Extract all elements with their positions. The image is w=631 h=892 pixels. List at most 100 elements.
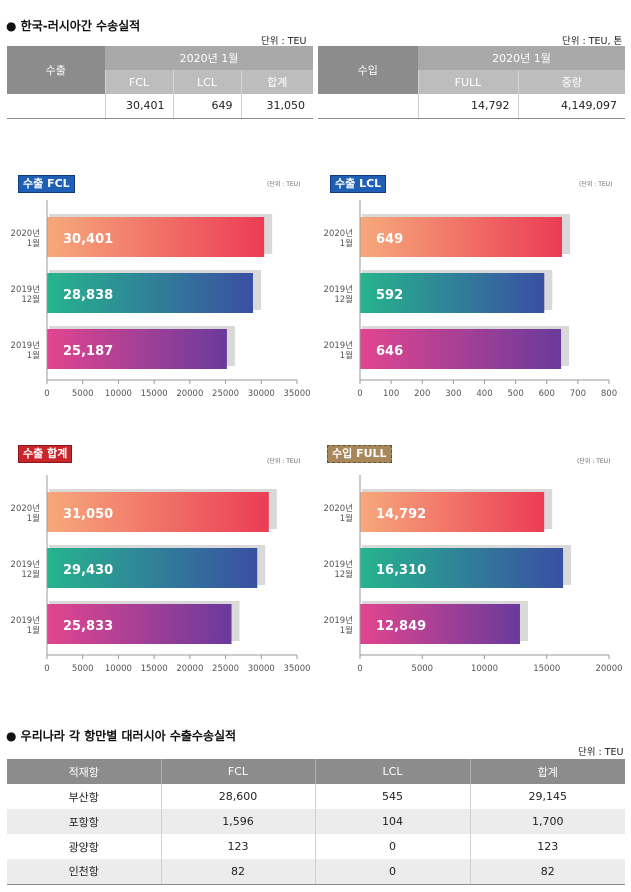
table-row: 부산항 28,600 545 29,145 <box>7 784 625 809</box>
import-summary-table: 수입 2020년 1월 FULL 중량 14,792 4,149,097 <box>318 46 626 119</box>
bar <box>360 217 563 257</box>
import-period: 2020년 1월 <box>418 46 626 70</box>
bar <box>360 548 564 588</box>
port-fcl: 28,600 <box>160 784 315 809</box>
x-tick-label: 100 <box>383 389 399 399</box>
category-label: 2019년 <box>11 615 40 626</box>
x-tick-label: 25000 <box>212 389 239 399</box>
import-empty-cell <box>318 94 418 119</box>
x-tick-label: 0 <box>357 389 362 399</box>
bar-value-label: 31,050 <box>63 507 113 522</box>
x-tick-label: 10000 <box>105 664 132 674</box>
port-name: 포항항 <box>7 809 161 834</box>
category-label: 2020년 <box>324 228 353 239</box>
x-tick-label: 5000 <box>72 664 94 674</box>
export-period: 2020년 1월 <box>105 46 313 70</box>
bar <box>360 329 562 369</box>
port-fcl: 123 <box>160 834 315 859</box>
chart-unit-export-lcl: (단위 : TEU) <box>579 181 613 188</box>
x-tick-label: 25000 <box>212 664 239 674</box>
category-label: 2019년 <box>324 284 353 295</box>
x-tick-label: 800 <box>601 389 617 399</box>
bar-value-label: 649 <box>376 232 403 247</box>
bar <box>47 329 227 369</box>
import-val-full: 14,792 <box>417 94 518 119</box>
export-summary-table: 수출 2020년 1월 FCL LCL 합계 30,401 649 31,050 <box>7 46 313 119</box>
export-col-lcl: LCL <box>172 70 241 94</box>
export-val-lcl: 649 <box>172 94 241 119</box>
port-col-header: 적재항 <box>7 759 161 784</box>
category-label: 2020년 <box>11 228 40 239</box>
category-label: 12월 <box>334 294 353 305</box>
bar-value-label: 646 <box>376 344 403 359</box>
chart-unit-export-total: (단위 : TEU) <box>267 458 301 465</box>
port-col-header: FCL <box>160 759 315 784</box>
export-side-label: 수출 <box>7 46 105 94</box>
x-tick-label: 20000 <box>176 664 203 674</box>
x-tick-label: 35000 <box>283 664 310 674</box>
category-label: 2019년 <box>324 340 353 351</box>
bar-value-label: 16,310 <box>376 563 426 578</box>
x-tick-label: 0 <box>357 664 362 674</box>
chart-import-full: 14,7922020년1월16,3102019년12월12,8492019년1월… <box>324 475 623 674</box>
port-col-header: 합계 <box>469 759 625 784</box>
port-total: 29,145 <box>469 784 625 809</box>
chart-unit-export-fcl: (단위 : TEU) <box>267 181 301 188</box>
category-label: 2019년 <box>324 615 353 626</box>
import-side-label: 수입 <box>318 46 418 94</box>
export-col-fcl: FCL <box>104 70 173 94</box>
x-tick-label: 30000 <box>248 664 275 674</box>
category-label: 1월 <box>340 350 353 361</box>
x-tick-label: 400 <box>476 389 492 399</box>
section-title-russia-transport: ● 한국-러시아간 수송실적 <box>6 19 141 33</box>
port-fcl: 1,596 <box>160 809 315 834</box>
bar-value-label: 30,401 <box>63 232 113 247</box>
bar <box>360 492 545 532</box>
port-name: 부산항 <box>7 784 161 809</box>
x-tick-label: 5000 <box>411 664 433 674</box>
bar <box>360 273 545 313</box>
export-val-fcl: 30,401 <box>104 94 173 119</box>
bar-value-label: 592 <box>376 288 403 303</box>
x-tick-label: 35000 <box>283 389 310 399</box>
port-name: 광양항 <box>7 834 161 859</box>
category-label: 2019년 <box>11 340 40 351</box>
category-label: 2020년 <box>324 503 353 514</box>
category-label: 1월 <box>27 513 40 524</box>
x-tick-label: 15000 <box>141 664 168 674</box>
bar-value-label: 29,430 <box>63 563 113 578</box>
chart-badge-export-fcl: 수출 FCL <box>18 175 75 193</box>
bar <box>47 273 253 313</box>
category-label: 2020년 <box>11 503 40 514</box>
chart-badge-import-full: 수입 FULL <box>327 445 392 463</box>
port-fcl: 82 <box>160 859 315 885</box>
port-lcl: 545 <box>314 784 470 809</box>
x-tick-label: 200 <box>414 389 430 399</box>
import-col-weight: 중량 <box>517 70 626 94</box>
export-col-total: 합계 <box>240 70 313 94</box>
x-tick-label: 700 <box>570 389 586 399</box>
port-name: 인천항 <box>7 859 161 885</box>
category-label: 1월 <box>340 625 353 636</box>
x-tick-label: 0 <box>44 664 49 674</box>
x-tick-label: 10000 <box>105 389 132 399</box>
bar <box>47 217 265 257</box>
table-row: 포항항 1,596 104 1,700 <box>7 809 625 834</box>
section-title-port-export: ● 우리나라 각 항만별 대러시아 수출수송실적 <box>6 729 237 743</box>
import-col-full: FULL <box>417 70 518 94</box>
table-row: 인천항 82 0 82 <box>7 859 625 885</box>
bar-value-label: 28,838 <box>63 288 113 303</box>
x-tick-label: 5000 <box>72 389 94 399</box>
category-label: 2019년 <box>11 284 40 295</box>
chart-export-total: 31,0502020년1월29,4302019년12월25,8332019년1월… <box>11 475 311 674</box>
port-col-header: LCL <box>314 759 470 784</box>
bar-value-label: 25,187 <box>63 344 113 359</box>
bar-value-label: 25,833 <box>63 619 113 634</box>
category-label: 2019년 <box>324 559 353 570</box>
x-tick-label: 20000 <box>176 389 203 399</box>
chart-badge-export-total: 수출 합계 <box>18 445 73 463</box>
x-tick-label: 30000 <box>248 389 275 399</box>
x-tick-label: 10000 <box>471 664 498 674</box>
category-label: 1월 <box>340 513 353 524</box>
